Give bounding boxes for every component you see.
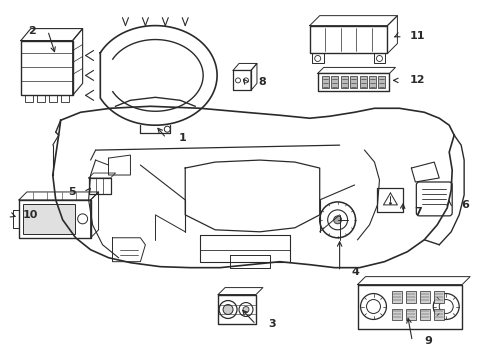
Bar (25, 95, 33, 102)
Bar (49, 95, 57, 102)
Text: 5: 5 (68, 187, 76, 197)
Text: 9: 9 (424, 336, 431, 346)
Bar (359, 76, 366, 88)
Text: 1: 1 (178, 133, 185, 143)
Bar (61, 95, 68, 102)
Text: 4: 4 (351, 267, 359, 276)
Text: 3: 3 (267, 319, 275, 329)
Text: 10: 10 (23, 210, 38, 220)
Bar (330, 76, 337, 88)
Bar (392, 291, 402, 302)
Circle shape (388, 202, 390, 204)
Text: 12: 12 (408, 75, 424, 85)
Bar (23, 204, 75, 234)
Bar (433, 309, 443, 320)
Bar (420, 291, 429, 302)
Text: 8: 8 (258, 77, 265, 87)
Bar (420, 309, 429, 320)
Bar (340, 76, 347, 88)
Bar (433, 291, 443, 302)
Circle shape (243, 306, 248, 312)
Text: 7: 7 (413, 207, 421, 217)
Text: 2: 2 (28, 26, 36, 36)
Circle shape (333, 216, 341, 224)
Bar (392, 309, 402, 320)
Bar (37, 95, 45, 102)
Bar (406, 309, 415, 320)
Bar (321, 76, 328, 88)
Circle shape (223, 305, 233, 315)
Text: 6: 6 (460, 200, 468, 210)
Bar (378, 76, 385, 88)
Bar (368, 76, 375, 88)
Text: 11: 11 (408, 31, 424, 41)
Bar (406, 291, 415, 302)
Bar (349, 76, 356, 88)
